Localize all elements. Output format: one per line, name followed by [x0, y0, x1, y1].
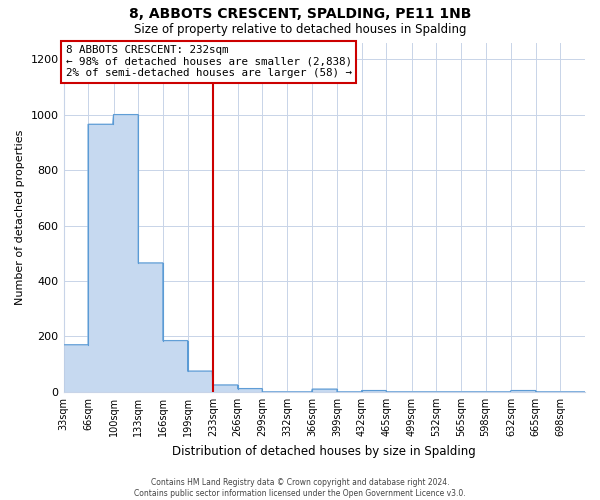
Text: Size of property relative to detached houses in Spalding: Size of property relative to detached ho… [134, 22, 466, 36]
Y-axis label: Number of detached properties: Number of detached properties [15, 130, 25, 305]
Text: 8 ABBOTS CRESCENT: 232sqm
← 98% of detached houses are smaller (2,838)
2% of sem: 8 ABBOTS CRESCENT: 232sqm ← 98% of detac… [66, 46, 352, 78]
Text: Contains HM Land Registry data © Crown copyright and database right 2024.
Contai: Contains HM Land Registry data © Crown c… [134, 478, 466, 498]
X-axis label: Distribution of detached houses by size in Spalding: Distribution of detached houses by size … [172, 444, 476, 458]
Polygon shape [64, 114, 585, 392]
Text: 8, ABBOTS CRESCENT, SPALDING, PE11 1NB: 8, ABBOTS CRESCENT, SPALDING, PE11 1NB [129, 8, 471, 22]
